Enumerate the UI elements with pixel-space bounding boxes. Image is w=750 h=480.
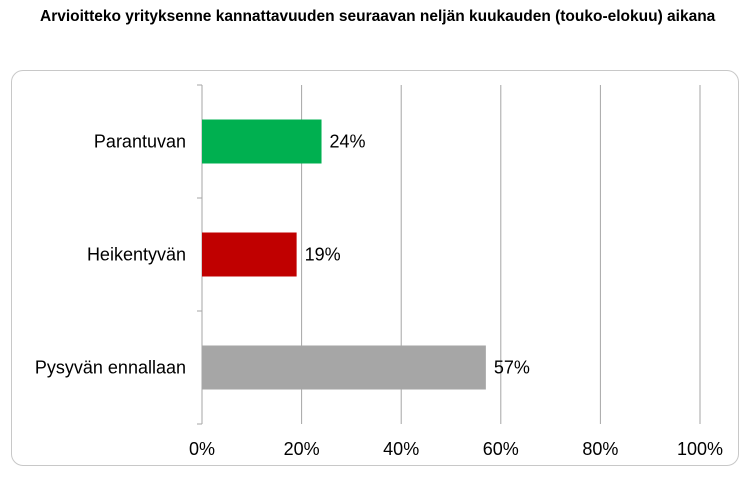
x-tick-label: 100% — [677, 439, 723, 459]
x-tick-label: 80% — [582, 439, 618, 459]
bars — [202, 119, 486, 390]
x-tick-label: 40% — [383, 439, 419, 459]
x-tick-label: 0% — [189, 439, 215, 459]
bar — [202, 232, 297, 277]
category-label: Pysyvän ennallaan — [35, 358, 186, 378]
data-label: 24% — [330, 132, 366, 152]
bar — [202, 119, 322, 164]
x-tick-label: 60% — [483, 439, 519, 459]
data-label: 57% — [494, 358, 530, 378]
category-label: Parantuvan — [94, 132, 186, 152]
x-tick-label: 20% — [284, 439, 320, 459]
axes — [197, 84, 203, 425]
data-label: 19% — [305, 245, 341, 265]
chart-title: Arvioitteko yrityksenne kannattavuuden s… — [40, 8, 716, 25]
category-label: Heikentyvän — [87, 245, 186, 265]
labels: 0% 20% 40% 60% 80% 100% Parantuvan 24% Heikentyv… — [35, 132, 723, 460]
chart-frame — [11, 70, 739, 466]
bar — [202, 345, 486, 390]
